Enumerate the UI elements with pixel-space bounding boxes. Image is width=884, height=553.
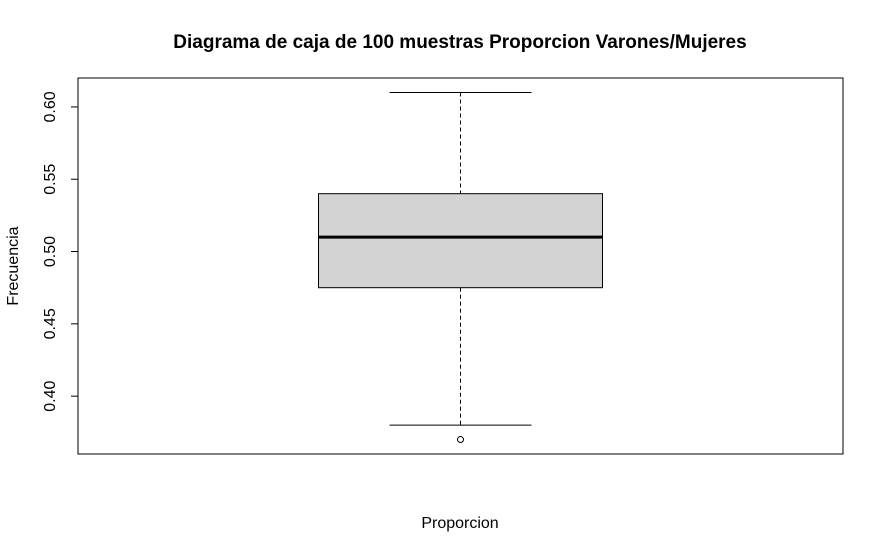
- x-axis-label: Proporcion: [421, 515, 498, 532]
- y-tick-label: 0.55: [42, 164, 59, 195]
- y-tick-label: 0.50: [42, 236, 59, 267]
- interquartile-box: [318, 193, 603, 289]
- chart-title: Diagrama de caja de 100 muestras Proporc…: [173, 32, 746, 53]
- y-axis: 0.40 0.45 0.50 0.55 0.60: [42, 91, 79, 412]
- y-tick-label: 0.60: [42, 91, 59, 122]
- y-tick-label: 0.45: [42, 308, 59, 339]
- outlier-point: [457, 436, 464, 444]
- y-tick-label: 0.40: [42, 380, 59, 411]
- y-axis-label: Frecuencia: [5, 226, 22, 305]
- box-plot: [318, 91, 603, 444]
